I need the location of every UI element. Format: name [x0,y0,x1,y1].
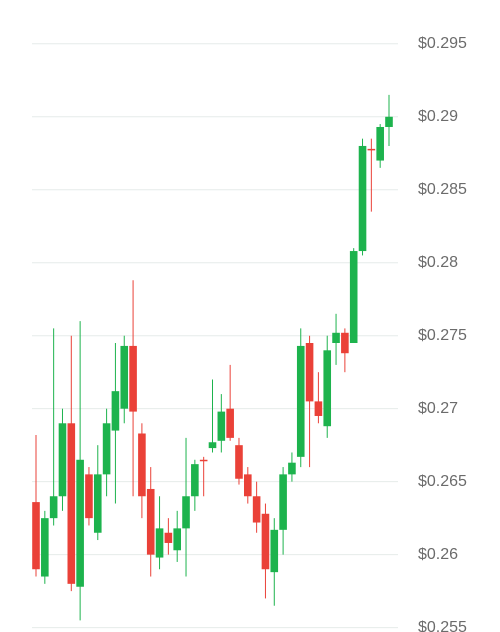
candle-body [385,116,393,127]
candle-body [120,345,129,409]
candle-body [226,408,234,438]
candle-body [173,528,181,551]
candle-body [191,464,199,497]
candle-body [164,532,173,543]
candle-body [93,474,102,533]
candle-body [199,459,208,462]
y-tick-label: $0.255 [418,619,467,632]
y-tick-label: $0.29 [418,108,458,125]
candle-body [146,488,155,555]
candle-body [217,411,226,441]
candle-body [279,474,287,530]
candle-body [138,433,146,497]
y-tick-label: $0.265 [418,473,467,490]
candle-body [305,343,314,402]
candle-body [129,345,137,412]
candle-body [49,496,58,519]
candle-body [288,462,296,475]
candle-body [261,513,270,570]
candle-body [296,345,305,457]
candle-body [376,126,384,161]
candle-body [182,496,190,529]
candle-body [358,145,367,252]
y-tick-label: $0.28 [418,254,458,271]
candle-body [270,529,279,573]
candle-body [314,401,323,416]
candle-body [367,148,376,151]
candle-body [41,518,49,577]
candle-body [349,251,358,344]
y-tick-label: $0.27 [418,400,458,417]
candle-body [76,459,84,587]
candle-body [244,474,252,497]
candle-body [102,423,111,475]
candle-body [235,445,243,479]
candle-body [323,350,332,427]
candle-body [208,442,217,449]
candle-body [332,332,340,344]
candle-body [111,391,120,431]
candle-body [67,423,76,584]
candle-body [341,332,349,354]
candle-body [58,423,67,497]
candle-body [32,502,40,570]
candle-body [155,528,164,558]
y-tick-label: $0.26 [418,546,458,563]
candle-body [252,496,261,523]
y-tick-label: $0.295 [418,35,467,52]
candle-body [85,474,93,519]
y-tick-label: $0.285 [418,181,467,198]
y-tick-label: $0.275 [418,327,467,344]
